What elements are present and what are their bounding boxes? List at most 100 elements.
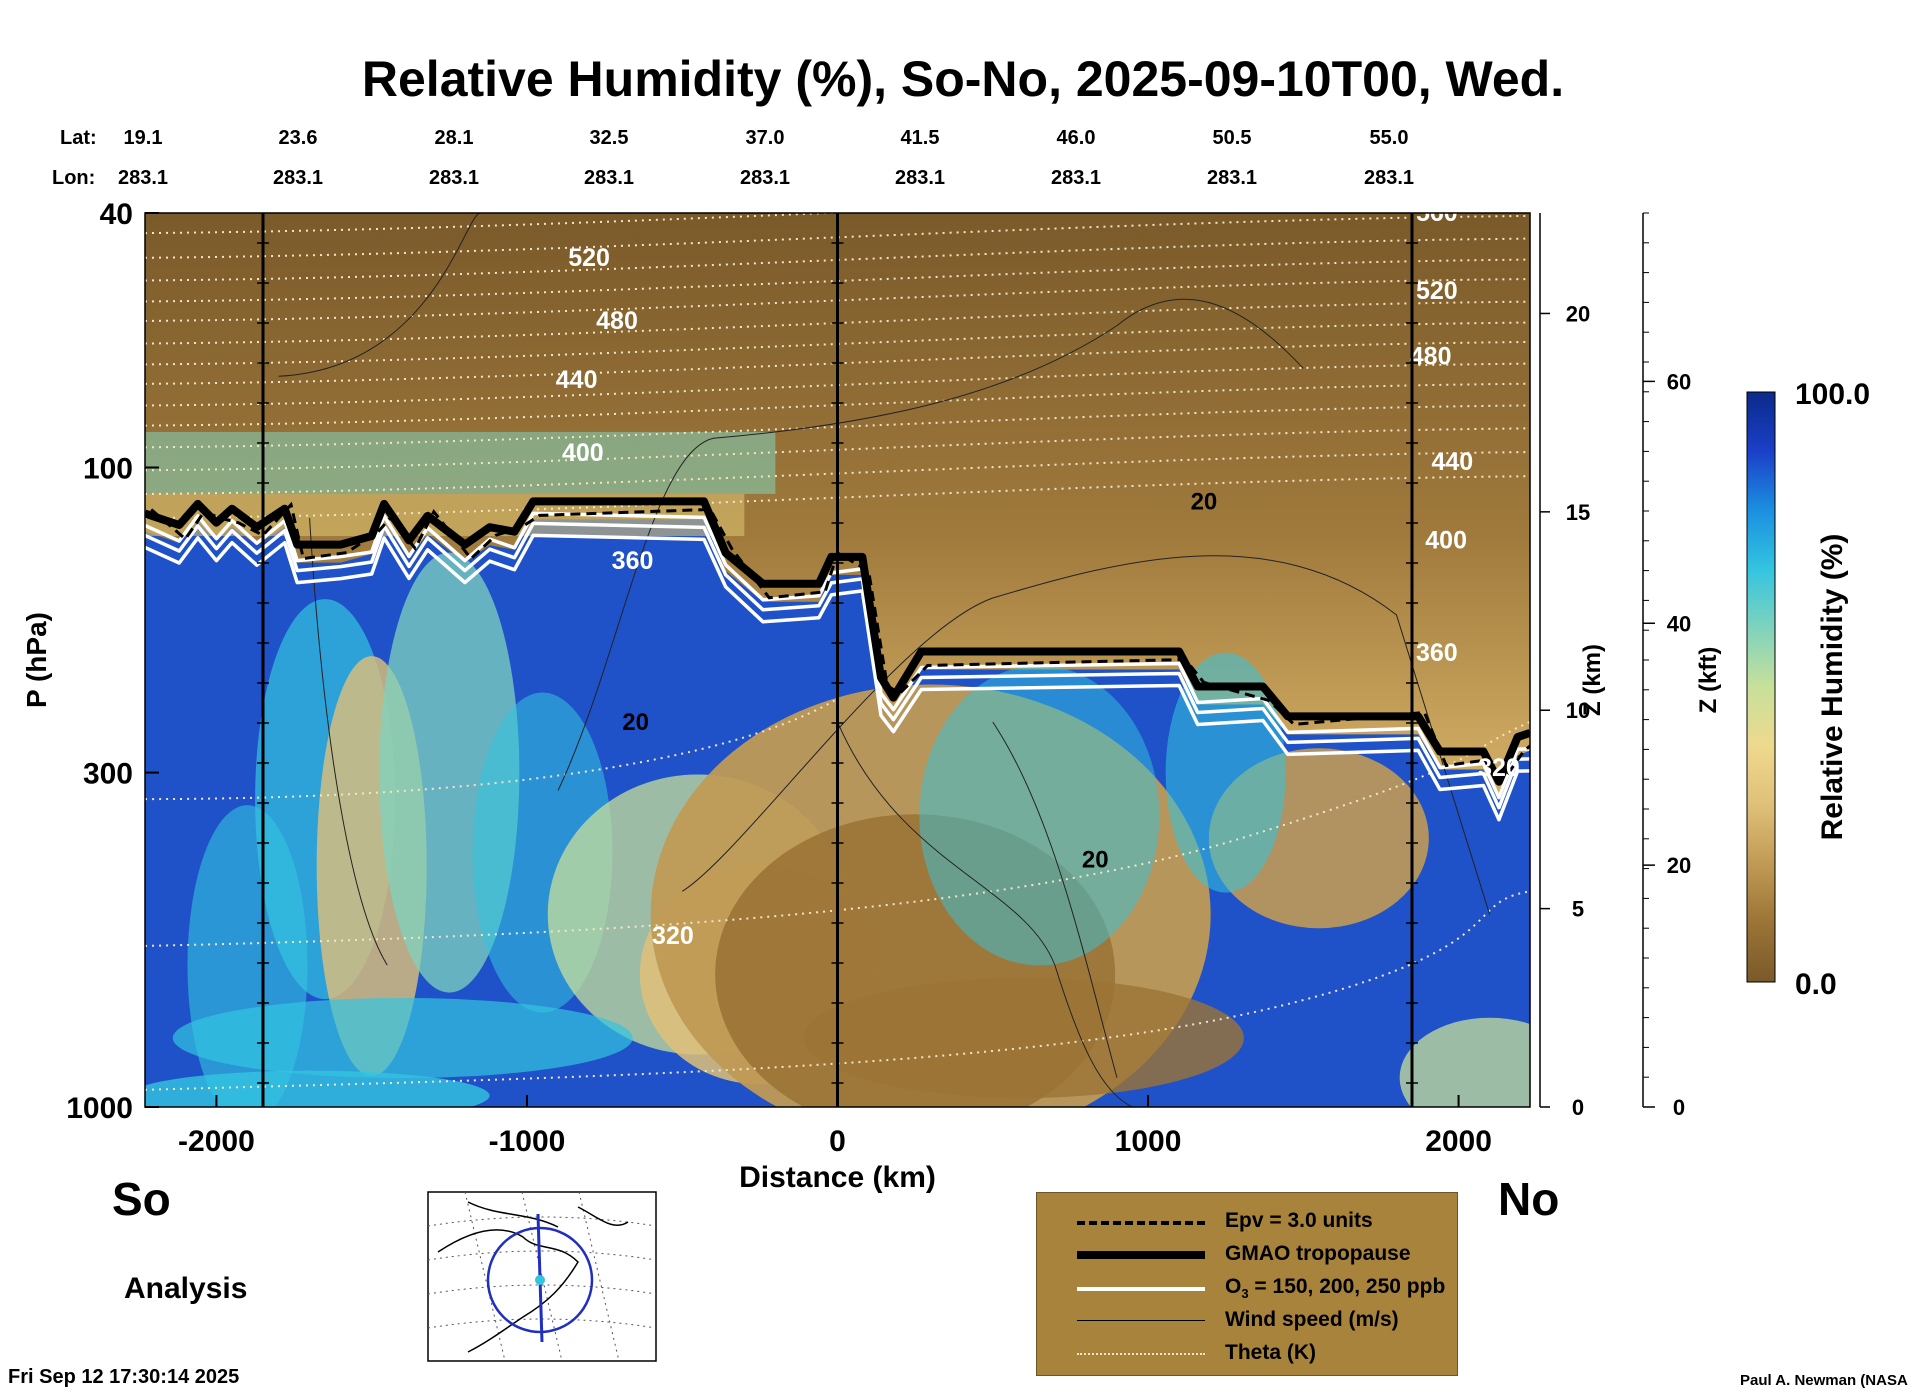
lon-value: 283.1 bbox=[273, 167, 323, 189]
x-tick-label: 1000 bbox=[1115, 1125, 1182, 1158]
wind-contour bbox=[278, 213, 481, 377]
analysis-label: Analysis bbox=[124, 1272, 248, 1305]
lon-value: 283.1 bbox=[429, 167, 479, 189]
legend-swatch-thick bbox=[1077, 1251, 1205, 1259]
theta-label: 480 bbox=[596, 307, 638, 335]
legend-item-epv: Epv = 3.0 units bbox=[1037, 1207, 1457, 1239]
theta-label: 560 bbox=[1416, 199, 1458, 227]
theta-isentrope bbox=[145, 404, 1530, 449]
y-axis-label: P (hPa) bbox=[21, 612, 52, 708]
inset-graticule bbox=[464, 1191, 506, 1362]
wind-contour bbox=[681, 555, 1491, 915]
legend-label-ozone: O3 = 150, 200, 250 ppb bbox=[1225, 1275, 1445, 1301]
zkft-tick-label: 60 bbox=[1667, 369, 1691, 394]
y-tick-label: 1000 bbox=[66, 1092, 133, 1125]
footer-credit: Paul A. Newman (NASA bbox=[1740, 1372, 1908, 1389]
wind-contour bbox=[992, 721, 1118, 1078]
rh-dry-core bbox=[803, 977, 1244, 1098]
zkft-tick-label: 40 bbox=[1667, 611, 1691, 636]
y-tick-label: 100 bbox=[83, 452, 133, 485]
legend-swatch-thin bbox=[1077, 1320, 1205, 1321]
theta-isentrope bbox=[145, 214, 1530, 259]
y-tick-label: 40 bbox=[100, 198, 133, 231]
lon-value: 283.1 bbox=[1207, 167, 1257, 189]
x-tick-label: 2000 bbox=[1425, 1125, 1492, 1158]
wind-label: 20 bbox=[622, 709, 649, 736]
legend-ozone-subscript: 3 bbox=[1241, 1286, 1249, 1302]
theta-isentrope bbox=[145, 475, 1530, 520]
colorbar-max-label: 100.0 bbox=[1795, 378, 1870, 411]
wind-label: 20 bbox=[1082, 846, 1109, 873]
lat-value: 19.1 bbox=[124, 127, 163, 149]
theta-label: 520 bbox=[568, 244, 610, 272]
theta-isentrope bbox=[145, 451, 1530, 495]
inset-graticule bbox=[427, 1250, 657, 1261]
theta-label: 360 bbox=[1416, 639, 1458, 667]
lat-value: 55.0 bbox=[1370, 127, 1409, 149]
inset-graticule bbox=[578, 1191, 620, 1362]
theta-label: 320 bbox=[1478, 754, 1520, 782]
lon-value: 283.1 bbox=[1051, 167, 1101, 189]
legend-item-theta: Theta (K) bbox=[1037, 1339, 1457, 1371]
theta-isentrope bbox=[145, 427, 1530, 472]
zkm-tick-label: 5 bbox=[1572, 897, 1584, 922]
inset-coastline bbox=[467, 1201, 559, 1228]
y-tick-label: 300 bbox=[83, 758, 133, 791]
wind-label: 20 bbox=[1191, 488, 1218, 515]
legend-label-wind: Wind speed (m/s) bbox=[1225, 1308, 1399, 1331]
theta-isentrope bbox=[145, 278, 1530, 322]
wind-contour bbox=[837, 721, 1133, 1107]
lon-value: 283.1 bbox=[584, 167, 634, 189]
lat-value: 37.0 bbox=[746, 127, 785, 149]
plot-background bbox=[145, 213, 1530, 1107]
theta-isentrope bbox=[145, 213, 853, 235]
wind-contour bbox=[309, 518, 388, 966]
lat-value: 23.6 bbox=[279, 127, 318, 149]
lat-row-label: Lat: bbox=[60, 127, 97, 149]
colorbar-min-label: 0.0 bbox=[1795, 968, 1837, 1001]
lat-value: 50.5 bbox=[1213, 127, 1252, 149]
theta-label: 520 bbox=[1416, 277, 1458, 305]
plot-lines: 520 480 440 400 360 320 560 520 480 440 400 360 320 2… bbox=[145, 199, 1530, 1107]
theta-label: 360 bbox=[612, 547, 654, 575]
x-tick-label: -1000 bbox=[489, 1125, 566, 1158]
wind-contour bbox=[557, 298, 1304, 791]
theta-isentrope bbox=[145, 890, 1530, 1091]
location-map-inset bbox=[427, 1191, 657, 1362]
lon-value: 283.1 bbox=[1364, 167, 1414, 189]
theta-isentrope bbox=[145, 237, 1530, 282]
ozone-contour bbox=[145, 511, 1530, 800]
rh-patch bbox=[145, 1070, 490, 1107]
theta-isentrope bbox=[145, 321, 1530, 366]
x-tick-label: -2000 bbox=[178, 1125, 255, 1158]
rh-patch bbox=[1399, 1017, 1530, 1107]
x-axis-label: Distance (km) bbox=[739, 1161, 936, 1194]
ozone-contour bbox=[145, 533, 1530, 822]
legend-swatch-white bbox=[1077, 1287, 1205, 1291]
lon-value: 283.1 bbox=[118, 167, 168, 189]
zkm-tick-label: 15 bbox=[1566, 500, 1590, 525]
north-label: No bbox=[1498, 1173, 1560, 1225]
legend-item-wind: Wind speed (m/s) bbox=[1037, 1306, 1457, 1338]
theta-label: 320 bbox=[652, 922, 694, 950]
legend-item-ozone: O3 = 150, 200, 250 ppb bbox=[1037, 1273, 1457, 1305]
theta-isentrope bbox=[145, 340, 1530, 385]
footer-date: Fri Sep 12 17:30:14 2025 bbox=[8, 1366, 240, 1388]
zkft-tick-label: 0 bbox=[1673, 1095, 1685, 1120]
lat-value: 32.5 bbox=[590, 127, 629, 149]
theta-isentrope bbox=[145, 721, 1530, 947]
inset-graticule bbox=[427, 1284, 657, 1295]
inset-graticule bbox=[521, 1191, 563, 1362]
legend-ozone-suffix: = 150, 200, 250 ppb bbox=[1248, 1275, 1446, 1298]
theta-isentrope bbox=[145, 300, 1530, 345]
colorbar-label: Relative Humidity (%) bbox=[1816, 534, 1849, 841]
zkm-tick-label: 10 bbox=[1566, 698, 1590, 723]
zkm-tick-label: 0 bbox=[1572, 1095, 1584, 1120]
legend-label-tropopause: GMAO tropopause bbox=[1225, 1242, 1411, 1265]
inset-coastline bbox=[437, 1229, 579, 1353]
theta-label: 440 bbox=[1432, 448, 1474, 476]
colorbar-bar bbox=[1746, 391, 1776, 983]
zkft-axis-label: Z (kft) bbox=[1695, 647, 1722, 714]
